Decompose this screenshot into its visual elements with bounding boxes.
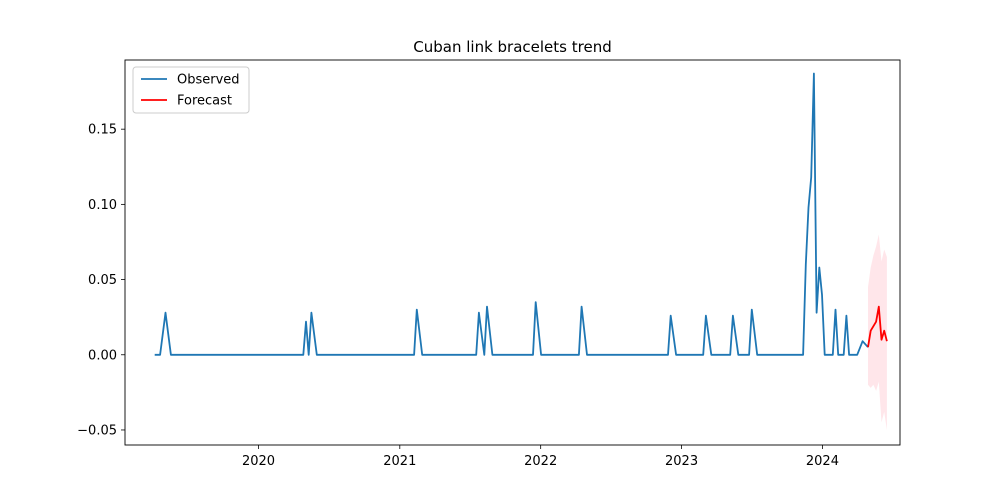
x-tick-label: 2020 — [242, 454, 275, 469]
series-layer — [154, 72, 888, 356]
series-line-forecast — [867, 305, 888, 348]
y-tick-label: 0.15 — [88, 123, 117, 138]
x-tick-label: 2021 — [383, 454, 416, 469]
legend-label-forecast: Forecast — [177, 94, 232, 109]
y-tick-label: 0.00 — [88, 348, 117, 363]
y-axis: −0.05 0.00 0.05 0.10 0.15 — [77, 123, 125, 438]
legend: Observed Forecast — [132, 66, 250, 114]
forecast-band-layer — [868, 234, 887, 430]
y-tick-label: 0.05 — [88, 273, 117, 288]
x-tick-label: 2022 — [524, 454, 557, 469]
chart-title: Cuban link bracelets trend — [413, 38, 611, 56]
plot-frame — [124, 59, 901, 446]
legend-label-observed: Observed — [177, 73, 240, 88]
forecast-confidence-band — [868, 234, 887, 430]
series-line-observed — [154, 72, 869, 356]
x-axis: 2020 2021 2022 2023 2024 — [242, 445, 839, 469]
y-tick-label: −0.05 — [77, 423, 117, 438]
y-tick-label: 0.10 — [88, 198, 117, 213]
x-tick-label: 2024 — [806, 454, 839, 469]
x-tick-label: 2023 — [665, 454, 698, 469]
